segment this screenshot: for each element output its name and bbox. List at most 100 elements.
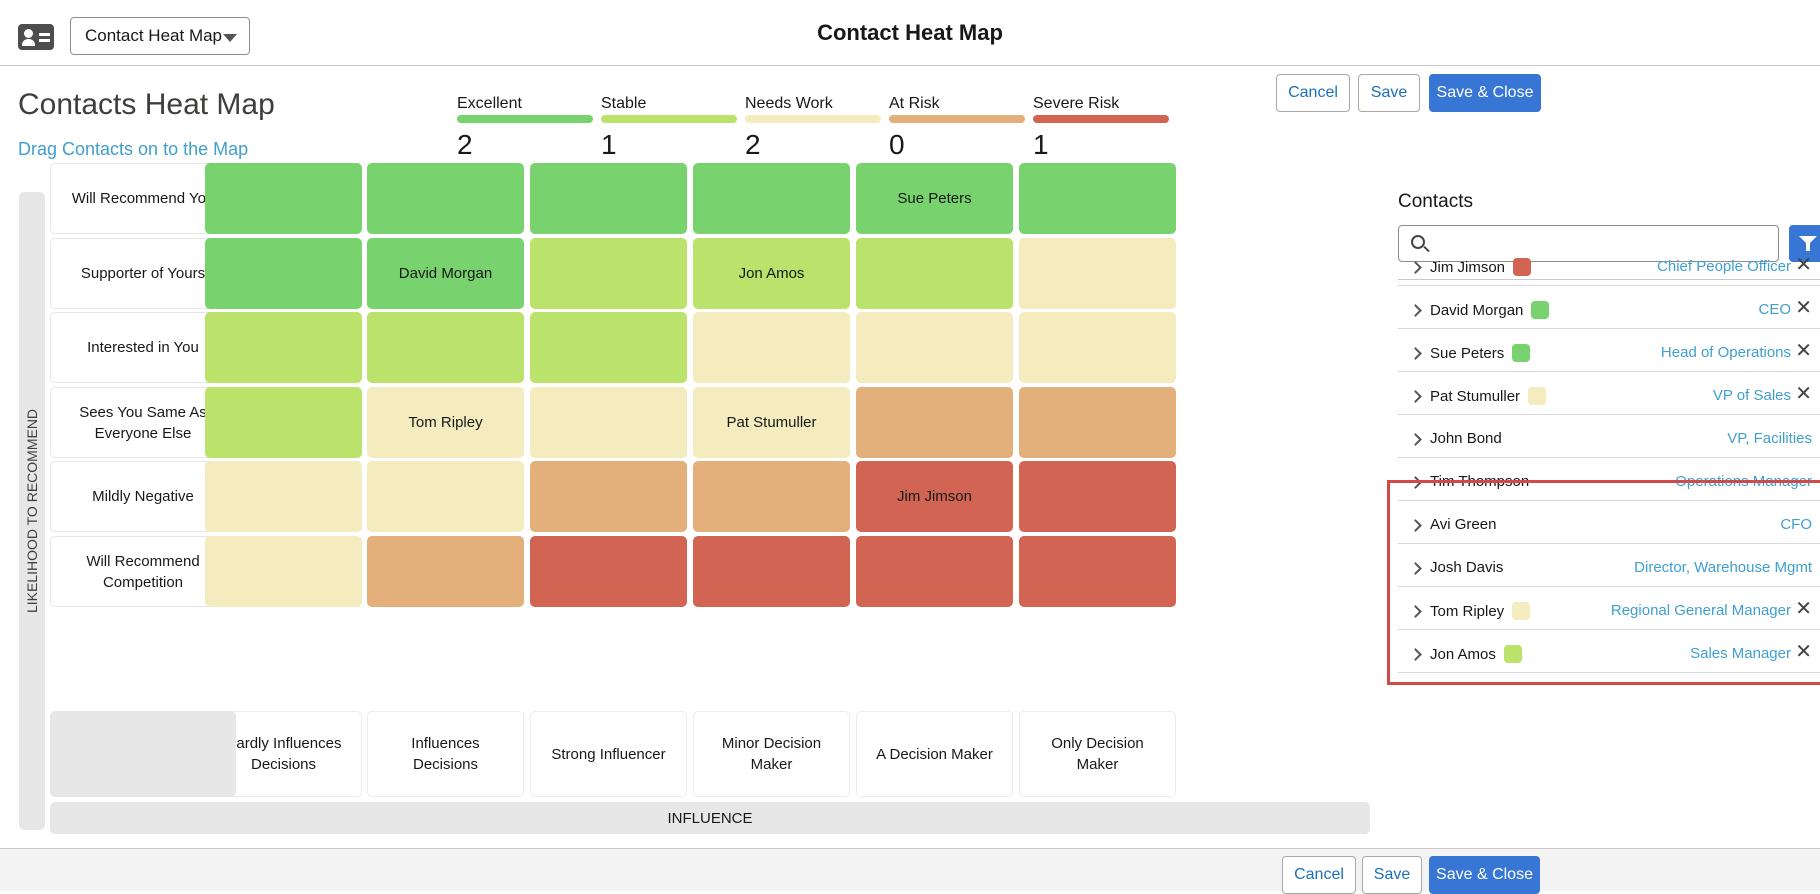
heatmap-cell[interactable] [1019, 163, 1176, 234]
contact-title-link[interactable]: VP of Sales [1712, 387, 1791, 404]
contact-card-icon [18, 24, 54, 50]
contact-title-link[interactable]: Director, Warehouse Mgmt [1634, 559, 1812, 576]
close-icon[interactable]: ✕ [1795, 641, 1812, 663]
contact-title-link[interactable]: Chief People Officer [1657, 258, 1791, 275]
save-close-button[interactable]: Save & Close [1429, 74, 1541, 112]
heatmap-cell[interactable] [1019, 387, 1176, 458]
heatmap-cell[interactable] [530, 536, 687, 607]
placed-contact[interactable]: Tom Ripley [408, 414, 483, 431]
close-icon[interactable]: ✕ [1795, 598, 1812, 620]
heatmap-cell[interactable] [205, 387, 362, 458]
heatmap-cell[interactable] [205, 312, 362, 383]
heatmap-cell[interactable] [367, 163, 524, 234]
contact-title-link[interactable]: CEO [1758, 301, 1791, 318]
heatmap-cell[interactable] [856, 387, 1013, 458]
close-icon[interactable]: ✕ [1795, 254, 1812, 276]
heatmap-cell[interactable] [693, 312, 850, 383]
view-select-value: Contact Heat Map [85, 26, 223, 45]
contact-title-link[interactable]: CFO [1780, 516, 1812, 533]
heatmap-cell[interactable] [856, 536, 1013, 607]
heatmap-cell[interactable] [856, 312, 1013, 383]
contact-row[interactable]: Pat Stumuller VP of Sales ✕ [1398, 372, 1820, 415]
contact-row[interactable]: John Bond VP, Facilities [1398, 415, 1820, 458]
filter-button[interactable] [1789, 225, 1820, 262]
heatmap-cell[interactable] [693, 163, 850, 234]
heatmap-cell[interactable] [205, 461, 362, 532]
heatmap-cell[interactable] [530, 312, 687, 383]
heatmap-cell[interactable] [205, 163, 362, 234]
placed-contact[interactable]: Jon Amos [738, 265, 805, 282]
heatmap-cell[interactable] [205, 536, 362, 607]
close-icon[interactable]: ✕ [1795, 383, 1812, 405]
contact-title-link[interactable]: Sales Manager [1690, 645, 1791, 662]
heatmap-cell[interactable] [530, 461, 687, 532]
contact-row[interactable]: Jim Jimson Chief People Officer ✕ [1398, 243, 1820, 286]
contact-title-link[interactable]: Regional General Manager [1610, 602, 1791, 619]
chevron-right-icon[interactable] [1409, 605, 1422, 618]
heatmap-cell[interactable]: David Morgan [367, 238, 524, 309]
heatmap-cell[interactable] [367, 312, 524, 383]
contact-title-link[interactable]: Head of Operations [1660, 344, 1791, 361]
contact-row[interactable]: Sue Peters Head of Operations ✕ [1398, 329, 1820, 372]
placed-contact[interactable]: Sue Peters [897, 190, 972, 207]
placed-contact[interactable]: Pat Stumuller [726, 414, 817, 431]
contact-name: Josh Davis [1430, 559, 1504, 576]
footer-save-close-button[interactable]: Save & Close [1429, 856, 1540, 894]
heatmap-cell[interactable]: Jim Jimson [856, 461, 1013, 532]
heatmap-cell[interactable]: Sue Peters [856, 163, 1013, 234]
heatmap-cell[interactable] [1019, 312, 1176, 383]
contact-name: Sue Peters [1430, 345, 1505, 362]
cancel-button[interactable]: Cancel [1276, 74, 1350, 112]
heatmap-cell[interactable] [1019, 238, 1176, 309]
chevron-right-icon[interactable] [1409, 390, 1422, 403]
close-icon[interactable]: ✕ [1795, 297, 1812, 319]
close-icon[interactable]: ✕ [1795, 340, 1812, 362]
legend-count: 1 [601, 129, 617, 160]
contact-row[interactable]: Tim Thompson Operations Manager [1398, 458, 1820, 501]
chevron-right-icon[interactable] [1409, 304, 1422, 317]
contact-row[interactable]: Tom Ripley Regional General Manager ✕ [1398, 587, 1820, 630]
contact-row[interactable]: Jon Amos Sales Manager ✕ [1398, 630, 1820, 673]
heatmap-cell[interactable] [1019, 461, 1176, 532]
chevron-right-icon[interactable] [1409, 476, 1422, 489]
footer-cancel-button[interactable]: Cancel [1282, 856, 1356, 894]
contact-name-wrap: Avi Green [1430, 516, 1496, 533]
heatmap-cell[interactable] [205, 238, 362, 309]
chevron-right-icon[interactable] [1409, 433, 1422, 446]
contact-row[interactable]: Avi Green CFO [1398, 501, 1820, 544]
heatmap-cell[interactable] [530, 238, 687, 309]
heatmap-cell[interactable] [367, 536, 524, 607]
heatmap-cell[interactable]: Pat Stumuller [693, 387, 850, 458]
legend-count: 2 [745, 129, 761, 160]
legend-count: 1 [1033, 129, 1049, 160]
chevron-right-icon[interactable] [1409, 648, 1422, 661]
heatmap-cell[interactable] [693, 536, 850, 607]
heatmap-cell[interactable] [530, 387, 687, 458]
placed-contact[interactable]: David Morgan [398, 265, 493, 282]
heatmap-cell[interactable] [856, 238, 1013, 309]
contact-row[interactable]: Josh Davis Director, Warehouse Mgmt [1398, 544, 1820, 587]
contact-title-link[interactable]: Operations Manager [1675, 473, 1812, 490]
legend-item: At Risk 0 [889, 95, 1029, 161]
heatmap-cell[interactable] [1019, 536, 1176, 607]
heatmap-cell[interactable]: Tom Ripley [367, 387, 524, 458]
view-select[interactable]: Contact Heat Map [70, 17, 250, 55]
status-swatch [1528, 387, 1547, 405]
contact-row[interactable]: David Morgan CEO ✕ [1398, 286, 1820, 329]
column-label: Only Decision Maker [1019, 711, 1176, 797]
chevron-right-icon[interactable] [1409, 261, 1422, 274]
placed-contact[interactable]: Jim Jimson [896, 488, 972, 505]
heatmap-cell[interactable] [693, 461, 850, 532]
heatmap-cell[interactable] [530, 163, 687, 234]
chevron-right-icon[interactable] [1409, 347, 1422, 360]
save-button[interactable]: Save [1358, 74, 1420, 112]
chevron-right-icon[interactable] [1409, 519, 1422, 532]
contact-name-wrap: Jim Jimson [1430, 258, 1532, 276]
contact-title-link[interactable]: VP, Facilities [1727, 430, 1812, 447]
legend-bar [1033, 115, 1169, 123]
heatmap-cell[interactable]: Jon Amos [693, 238, 850, 309]
search-input[interactable] [1435, 230, 1771, 257]
footer-save-button[interactable]: Save [1362, 856, 1422, 894]
chevron-right-icon[interactable] [1409, 562, 1422, 575]
heatmap-cell[interactable] [367, 461, 524, 532]
